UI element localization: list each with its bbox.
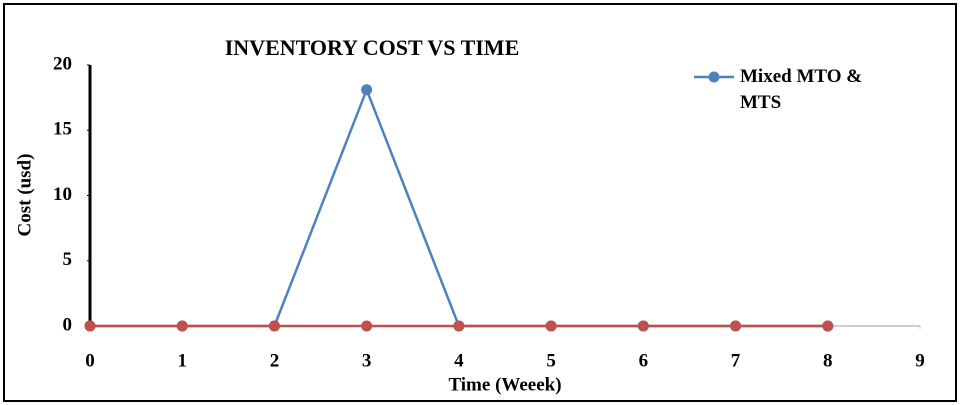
x-tick-label: 8 <box>823 350 833 371</box>
x-tick-label: 9 <box>915 350 925 371</box>
data-point <box>822 320 834 332</box>
x-tick-label: 3 <box>362 350 372 371</box>
legend-marker <box>708 71 720 83</box>
data-point <box>637 320 649 332</box>
x-tick-label: 1 <box>177 350 187 371</box>
data-point <box>361 84 373 96</box>
data-point <box>453 320 465 332</box>
data-point <box>545 320 557 332</box>
series-line <box>90 86 828 328</box>
x-tick-label: 4 <box>454 350 464 371</box>
legend-swatch <box>694 71 734 83</box>
data-point <box>361 320 373 332</box>
y-tick-label: 15 <box>53 119 72 140</box>
frame <box>3 3 957 402</box>
data-point <box>268 320 280 332</box>
data-point <box>730 320 742 332</box>
y-axis-label: Cost (usd) <box>14 154 35 237</box>
x-tick-label: 7 <box>731 350 741 371</box>
x-tick-label: 5 <box>546 350 556 371</box>
x-tick-label: 6 <box>639 350 649 371</box>
x-tick-label: 0 <box>85 350 95 371</box>
y-tick-label: 20 <box>53 53 72 74</box>
x-tick-label: 2 <box>270 350 280 371</box>
data-point <box>84 320 96 332</box>
data-point <box>176 320 188 332</box>
x-axis-label: Time (Weeek) <box>448 374 561 395</box>
y-tick-label: 5 <box>63 249 73 270</box>
y-tick-label: 10 <box>53 184 72 205</box>
legend-label: Mixed MTO & MTS <box>740 66 863 113</box>
y-tick-label: 0 <box>63 314 73 335</box>
chart-title: INVENTORY COST VS TIME <box>225 35 520 60</box>
